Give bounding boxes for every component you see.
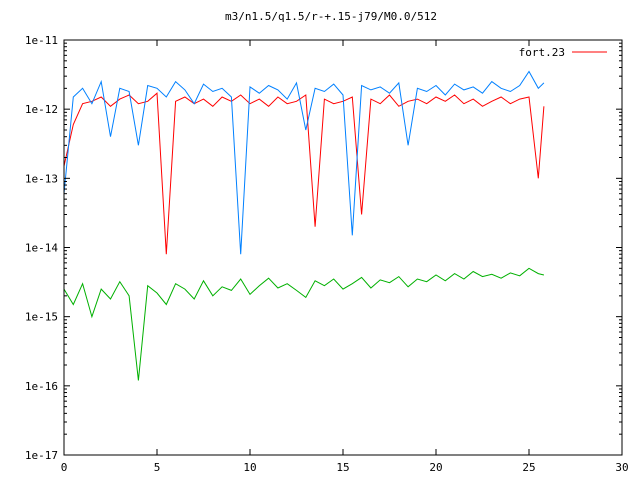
x-tick-label: 5: [154, 461, 161, 474]
y-tick-label: 1e-16: [25, 380, 58, 393]
x-tick-label: 10: [243, 461, 256, 474]
x-tick-label: 30: [615, 461, 628, 474]
y-tick-label: 1e-17: [25, 449, 58, 462]
series-line-3: [63, 267, 545, 381]
x-tick-label: 0: [61, 461, 68, 474]
y-tick-label: 1e-13: [25, 172, 58, 185]
x-tick-label: 20: [429, 461, 442, 474]
x-tick-label: 15: [336, 461, 349, 474]
series-line-2: [63, 70, 545, 255]
y-tick-label: 1e-15: [25, 311, 58, 324]
series-line-1: [63, 92, 545, 255]
x-tick-label: 25: [522, 461, 535, 474]
series-layer: [63, 70, 545, 381]
legend-label: fort.23: [519, 46, 565, 59]
legend: fort.23: [519, 46, 607, 59]
y-tick-label: 1e-12: [25, 103, 58, 116]
y-tick-label: 1e-11: [25, 34, 58, 47]
y-tick-label: 1e-14: [25, 242, 58, 255]
chart-title: m3/n1.5/q1.5/r-+.15-j79/M0.0/512: [225, 10, 437, 23]
axes-layer: 0 5 10 15 20 25 30 1e-17 1e-16 1e-15 1e-14 1e-13 1e-…: [25, 34, 629, 474]
